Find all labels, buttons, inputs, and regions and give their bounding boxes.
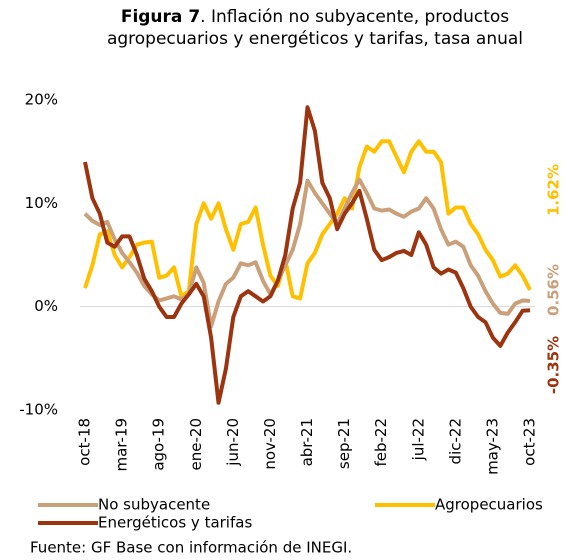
series-line — [83, 177, 531, 329]
x-tick-label: jul-22 — [409, 418, 427, 461]
value-label: 0.56% — [545, 264, 563, 316]
title-text: . Inflación no subyacente, productos agr… — [106, 7, 524, 49]
y-tick-label: 20% — [25, 91, 58, 109]
value-label: -0.35% — [545, 336, 563, 394]
y-tick-label: 0% — [34, 297, 58, 315]
x-tick-label: dic-22 — [446, 418, 464, 464]
x-tick-label: abr-21 — [298, 418, 316, 466]
x-tick-label: sep-21 — [335, 418, 353, 469]
x-tick-label: feb-22 — [372, 418, 390, 467]
x-tick-label: oct-18 — [76, 418, 94, 466]
x-tick-label: may-23 — [483, 418, 501, 475]
series-line — [83, 139, 532, 301]
legend-label: Agropecuarios — [435, 496, 543, 514]
x-tick-label: ago-19 — [150, 418, 168, 471]
source: Fuente: GF Base con información de INEGI… — [30, 539, 352, 557]
legend-label: Energéticos y tarifas — [98, 514, 252, 532]
y-tick-label: -10% — [19, 401, 58, 419]
x-tick-label: mar-19 — [113, 418, 131, 472]
x-tick-label: oct-23 — [521, 418, 539, 466]
chart-title: Figura 7. Inflación no subyacente, produ… — [95, 6, 535, 50]
title-label: Figura 7 — [120, 7, 201, 27]
series-line — [83, 105, 531, 405]
legend-label: No subyacente — [98, 496, 210, 514]
x-tick-label: jun-20 — [224, 418, 242, 467]
x-tick-label: nov-20 — [261, 418, 279, 470]
y-tick-label: 10% — [25, 194, 58, 212]
x-tick-label: ene-20 — [187, 418, 205, 470]
value-label: 1.62% — [545, 164, 563, 216]
